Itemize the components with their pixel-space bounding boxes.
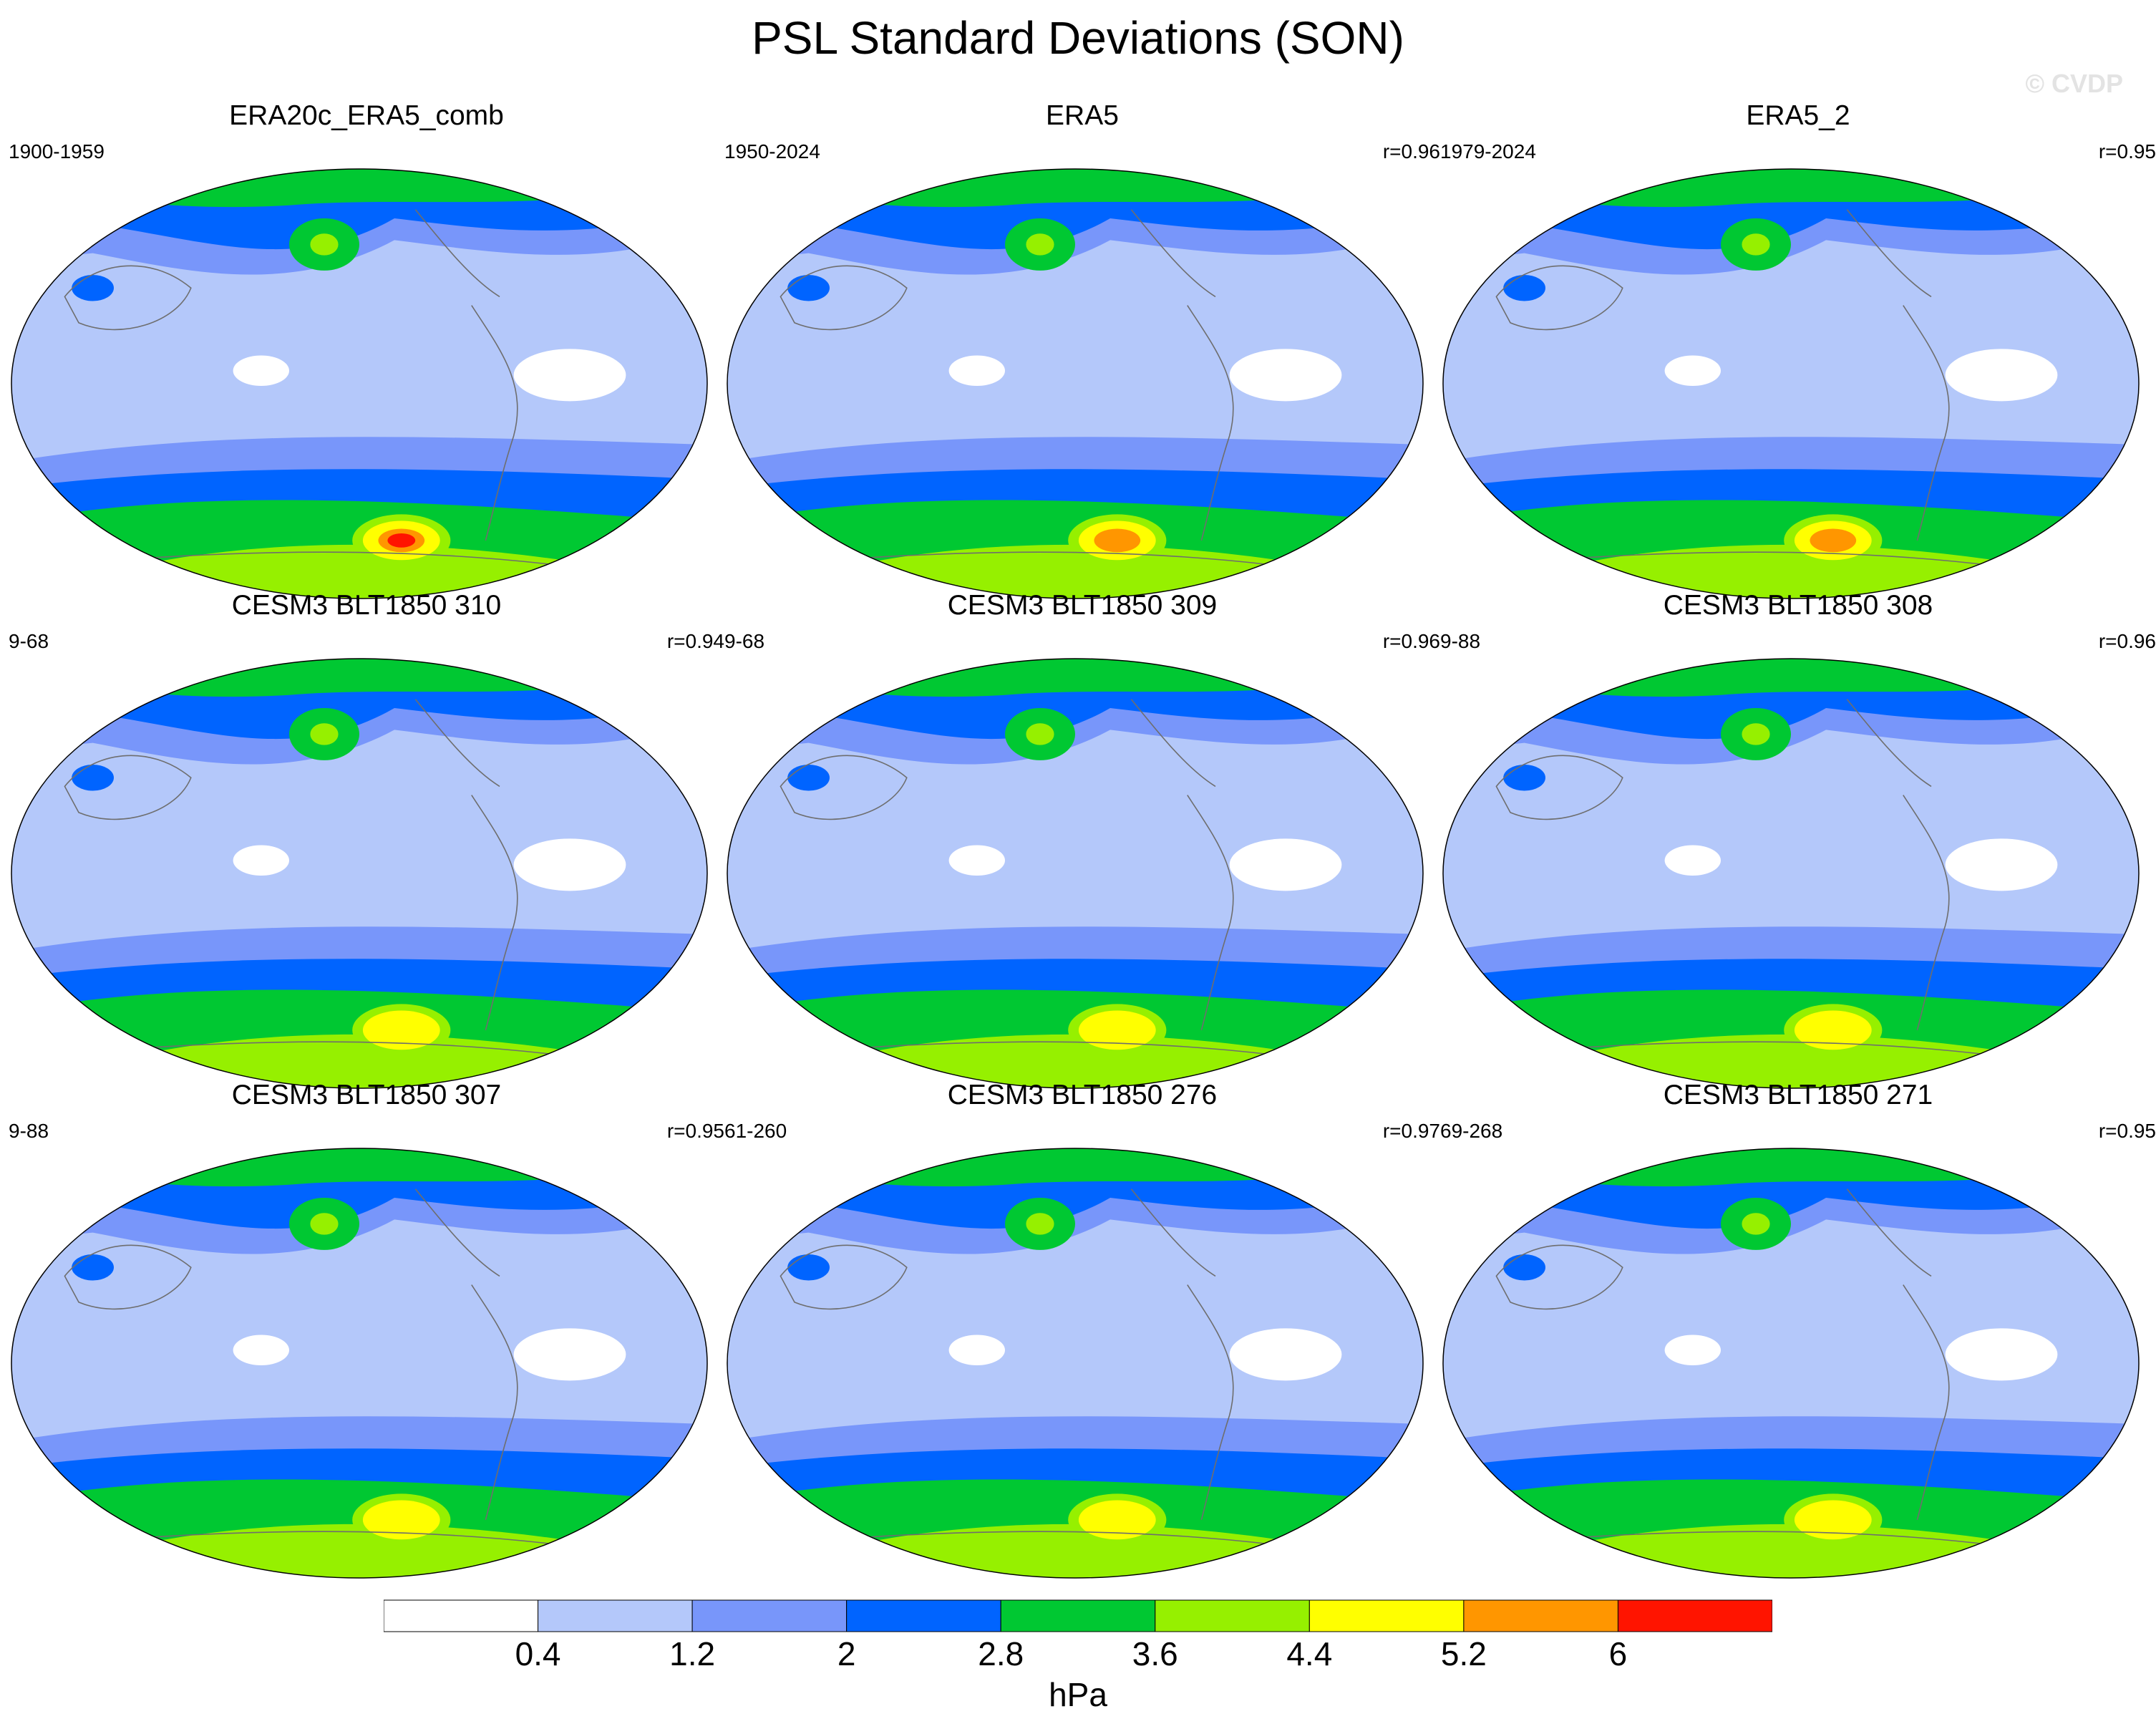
map-panel: ERA5_2 1979-2024 r=0.95 (1440, 100, 2156, 599)
colorbar-swatch (538, 1599, 693, 1632)
panel-title: CESM3 BLT1850 309 (947, 590, 1218, 621)
panel-title: CESM3 BLT1850 308 (1663, 590, 1933, 621)
colorbar-tick-label: 5.2 (1440, 1635, 1487, 1672)
colorbar-tick-label: 6 (1608, 1635, 1628, 1672)
map-panel: CESM3 BLT1850 309 9-68 r=0.96 (724, 590, 1440, 1089)
map-panel: ERA5 1950-2024 r=0.96 (724, 100, 1440, 599)
map-panel: CESM3 BLT1850 307 9-88 r=0.95 (9, 1080, 724, 1579)
panel-years: 9-88 (9, 1120, 49, 1142)
panel-years: 9-68 (724, 630, 765, 652)
colorbar-swatch (384, 1599, 539, 1632)
panel-years: 1979-2024 (1440, 140, 1536, 163)
psl-std-map (1442, 168, 2140, 599)
colorbar-tick-label: 0.4 (515, 1635, 561, 1672)
colorbar-tick-label: 1.2 (669, 1635, 716, 1672)
psl-std-map (727, 168, 1424, 599)
colorbar-tick-label: 2.8 (978, 1635, 1024, 1672)
psl-std-map (1442, 658, 2140, 1089)
map-panel: CESM3 BLT1850 310 9-68 r=0.94 (9, 590, 724, 1089)
colorbar-tick-label: 4.4 (1286, 1635, 1333, 1672)
panel-title: ERA5_2 (1746, 100, 1850, 131)
panel-years: 1950-2024 (724, 140, 820, 163)
figure-title: PSL Standard Deviations (SON) (752, 12, 1404, 64)
panel-correlation: r=0.96 (1382, 140, 1440, 163)
panel-correlation: r=0.95 (666, 1120, 724, 1142)
psl-std-map (11, 658, 708, 1089)
panel-years: 9-88 (1440, 630, 1481, 652)
panel-years: 69-268 (1440, 1120, 1503, 1142)
panel-correlation: r=0.95 (2098, 140, 2156, 163)
colorbar-swatch (1155, 1599, 1310, 1632)
panel-correlation: r=0.94 (666, 630, 724, 652)
panel-years: 1900-1959 (9, 140, 105, 163)
colorbar-swatch (1463, 1599, 1618, 1632)
map-panel: CESM3 BLT1850 308 9-88 r=0.96 (1440, 590, 2156, 1089)
map-panel: CESM3 BLT1850 276 61-260 r=0.97 (724, 1080, 1440, 1579)
panel-correlation: r=0.97 (1382, 1120, 1440, 1142)
copyright-watermark: © CVDP (2025, 69, 2123, 98)
colorbar-swatch (1617, 1599, 1772, 1632)
panel-title: CESM3 BLT1850 310 (231, 590, 502, 621)
psl-std-map (727, 658, 1424, 1089)
panel-title: CESM3 BLT1850 276 (947, 1080, 1218, 1110)
panel-years: 61-260 (724, 1120, 787, 1142)
panel-title: CESM3 BLT1850 307 (231, 1080, 502, 1110)
psl-std-map (1442, 1148, 2140, 1579)
colorbar (384, 1599, 1772, 1632)
map-panel: CESM3 BLT1850 271 69-268 r=0.95 (1440, 1080, 2156, 1579)
colorbar-units: hPa (1049, 1676, 1107, 1713)
panel-correlation: r=0.96 (2098, 630, 2156, 652)
panel-correlation: r=0.96 (1382, 630, 1440, 652)
colorbar-swatch (1308, 1599, 1465, 1632)
panel-correlation: r=0.95 (2098, 1120, 2156, 1142)
panel-title: ERA20c_ERA5_comb (229, 100, 504, 131)
map-panel: ERA20c_ERA5_comb 1900-1959 (9, 100, 724, 599)
panel-title: CESM3 BLT1850 271 (1663, 1080, 1933, 1110)
psl-std-map (11, 1148, 708, 1579)
psl-std-map (727, 1148, 1424, 1579)
colorbar-tick-label: 2 (837, 1635, 856, 1672)
panel-title: ERA5 (1046, 100, 1119, 131)
colorbar-tick-label: 3.6 (1132, 1635, 1178, 1672)
colorbar-swatch (1000, 1599, 1156, 1632)
psl-std-map (11, 168, 708, 599)
colorbar-swatch (846, 1599, 1001, 1632)
panel-years: 9-68 (9, 630, 49, 652)
colorbar-swatch (691, 1599, 848, 1632)
